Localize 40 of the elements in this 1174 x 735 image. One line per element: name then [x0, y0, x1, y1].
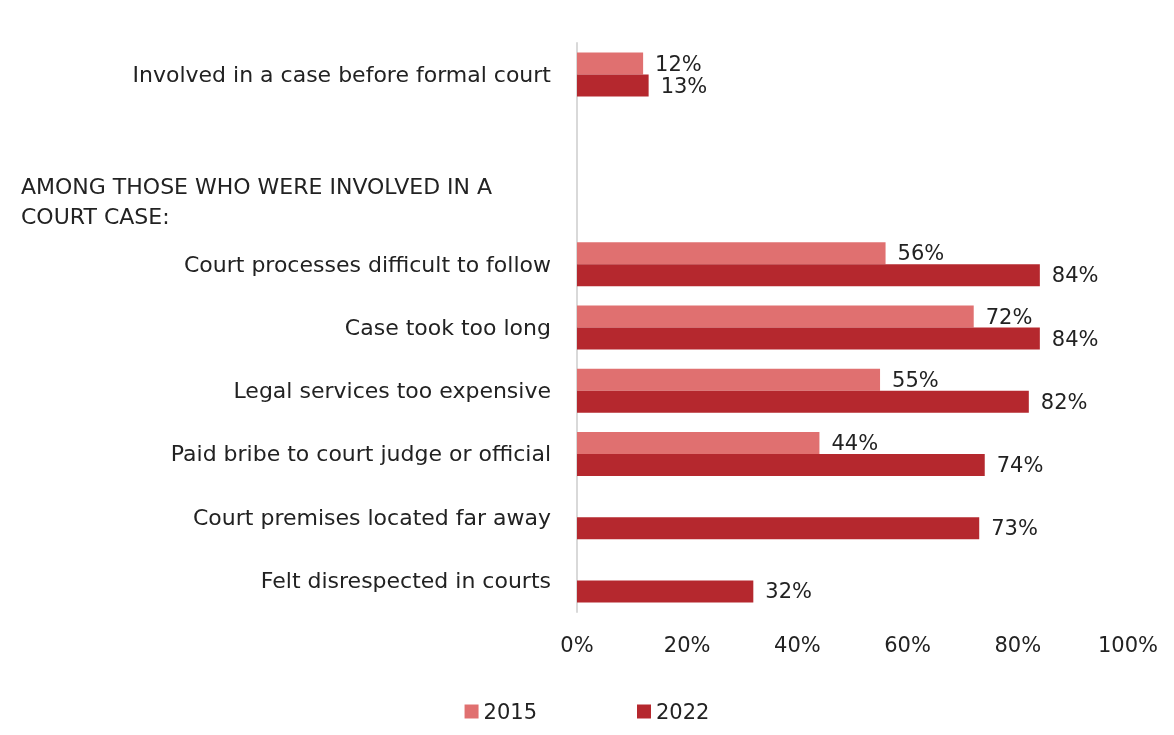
bar [577, 52, 644, 75]
data-label: 84% [1051, 326, 1099, 351]
y-tick-label: Involved in a case before formal court [132, 62, 552, 88]
data-label: 84% [1051, 263, 1099, 288]
x-tick-label: 100% [1097, 632, 1159, 657]
bar [577, 453, 985, 476]
legend-label: 2022 [656, 699, 710, 724]
legend-label: 2015 [483, 699, 538, 724]
data-label: 55% [892, 367, 939, 392]
bar [577, 327, 1040, 350]
y-tick-label: Felt disrespected in courts [260, 567, 551, 593]
bar [577, 431, 820, 454]
bar [577, 74, 649, 97]
y-tick-label: Court processes difficult to follow [183, 251, 551, 277]
data-label: 56% [897, 241, 945, 266]
data-label: 32% [765, 579, 813, 604]
data-label: 73% [991, 516, 1038, 541]
data-label: 12% [655, 51, 702, 76]
data-label: 44% [831, 430, 879, 455]
y-tick-label: Paid bribe to court judge or official [170, 441, 551, 467]
data-label: 82% [1040, 389, 1088, 414]
x-tick-label: 40% [774, 632, 821, 657]
bar [577, 264, 1040, 287]
x-tick-label: 80% [994, 632, 1042, 657]
bar [577, 242, 886, 265]
x-tick-label: 0% [560, 632, 594, 657]
text: AMONG THOSE WHO WERE INVOLVED IN A COURT CASE: [21, 173, 500, 229]
y-tick-label: Case took too long [344, 315, 551, 340]
data-label: 13% [660, 73, 708, 98]
bar [577, 305, 974, 328]
x-tick-label: 20% [663, 632, 711, 657]
bar [577, 390, 1029, 413]
y-tick-label: Legal services too expensive [233, 378, 551, 404]
bar [577, 368, 881, 391]
data-label: 74% [996, 452, 1044, 477]
bar [577, 517, 980, 540]
y-tick-label: Court premises located far away [193, 504, 551, 530]
x-tick-label: 60% [884, 632, 931, 657]
bar [577, 580, 754, 603]
data-label: 72% [985, 304, 1033, 329]
